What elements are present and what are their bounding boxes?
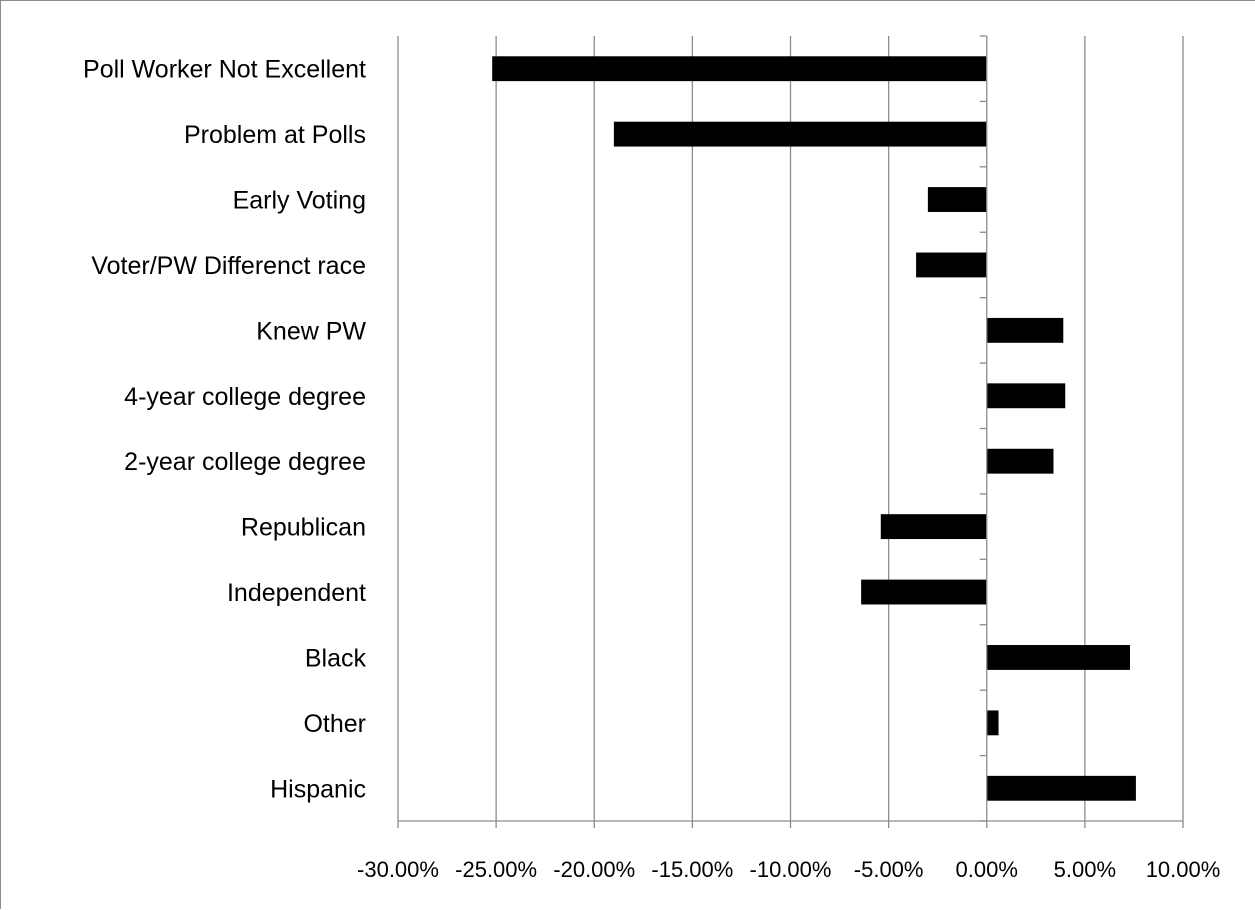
bar bbox=[986, 775, 1136, 801]
x-tick-label: 0.00% bbox=[956, 857, 1018, 882]
category-label: Knew PW bbox=[256, 317, 366, 345]
x-tick-label: -30.00% bbox=[357, 857, 439, 882]
x-tick-label: -15.00% bbox=[651, 857, 733, 882]
category-label: Hispanic bbox=[270, 775, 366, 803]
bar bbox=[861, 579, 987, 605]
category-label: Poll Worker Not Excellent bbox=[83, 56, 366, 84]
category-label: Problem at Polls bbox=[184, 121, 366, 149]
gridlines bbox=[397, 36, 1184, 821]
bar bbox=[986, 645, 1131, 670]
bar bbox=[986, 448, 1054, 474]
bar bbox=[916, 252, 987, 278]
category-label: Black bbox=[305, 644, 367, 672]
bar bbox=[986, 383, 1066, 409]
bar bbox=[880, 514, 987, 540]
category-label: Early Voting bbox=[233, 187, 366, 215]
x-tick-label: 5.00% bbox=[1054, 857, 1116, 882]
x-tick-label: -5.00% bbox=[854, 857, 924, 882]
x-tick-labels: -30.00% -25.00% -20.00% -15.00% -10.00% -5.00… bbox=[357, 857, 1220, 882]
category-label: 4-year college degree bbox=[124, 383, 366, 411]
x-tick-label: 10.00% bbox=[1146, 857, 1221, 882]
bar bbox=[613, 121, 987, 147]
category-label: Republican bbox=[241, 514, 366, 542]
bars bbox=[492, 56, 1136, 801]
x-tick-label: -25.00% bbox=[455, 857, 537, 882]
x-tick-label: -10.00% bbox=[750, 857, 832, 882]
bar bbox=[986, 710, 999, 736]
category-labels: Poll Worker Not Excellent Problem at Poll… bbox=[83, 56, 366, 804]
axes bbox=[397, 35, 1184, 828]
category-label: Independent bbox=[227, 579, 366, 607]
category-label: Voter/PW Differenct race bbox=[91, 252, 366, 280]
bar bbox=[927, 187, 987, 212]
x-tick-label: -20.00% bbox=[553, 857, 635, 882]
category-label: 2-year college degree bbox=[124, 448, 366, 476]
bar bbox=[492, 56, 987, 82]
category-label: Other bbox=[303, 710, 366, 738]
bar bbox=[986, 317, 1064, 343]
